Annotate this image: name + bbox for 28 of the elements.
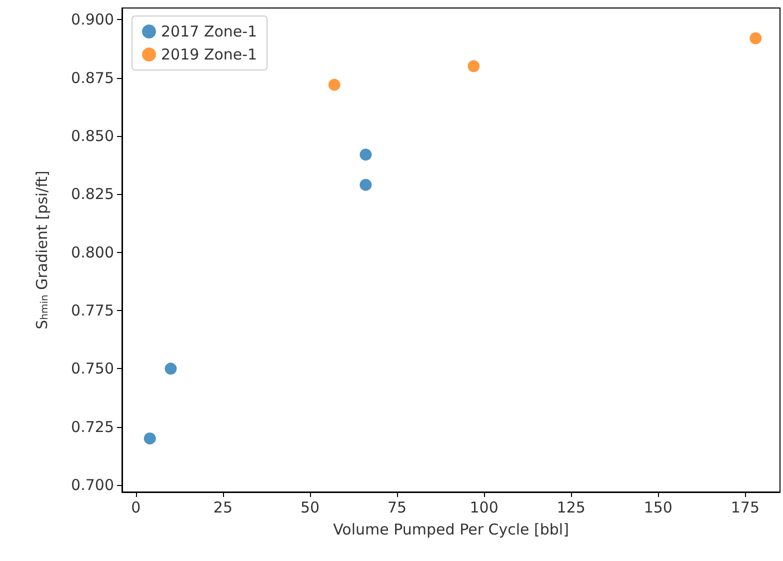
- y-tick-label: 0.850: [71, 126, 114, 145]
- x-tick-label: 175: [730, 498, 760, 516]
- y-tick-label: 0.800: [71, 243, 114, 262]
- legend-label: 2019 Zone-1: [161, 46, 258, 64]
- point: [750, 32, 762, 44]
- y-tick-label: 0.775: [71, 302, 114, 320]
- x-tick-label: 25: [213, 498, 233, 516]
- y-tick-label: 0.825: [71, 185, 114, 204]
- point: [328, 78, 340, 91]
- y-tick-label: 0.700: [71, 476, 114, 494]
- y-axis-title: Shmin Gradient [psi/ft]: [33, 170, 51, 330]
- point: [164, 362, 177, 375]
- point: [144, 432, 156, 444]
- y-tick-label: 0.750: [71, 360, 114, 378]
- y-tick-label: 0.725: [71, 418, 114, 436]
- x-tick-label: 0: [131, 498, 141, 516]
- legend-label: 2017 Zone-1: [161, 22, 258, 40]
- x-tick-label: 150: [644, 498, 672, 516]
- y-tick-label: 0.875: [71, 68, 114, 87]
- point: [360, 178, 372, 191]
- y-tick-label: 0.900: [71, 10, 114, 29]
- x-axis-title: Volume Pumped Per Cycle [bbl]: [333, 520, 569, 538]
- point: [360, 148, 372, 161]
- x-tick-label: 50: [300, 498, 320, 516]
- x-tick-label: 75: [387, 498, 407, 516]
- x-tick-label: 100: [470, 498, 498, 516]
- x-tick-label: 125: [556, 498, 586, 516]
- point: [468, 60, 480, 72]
